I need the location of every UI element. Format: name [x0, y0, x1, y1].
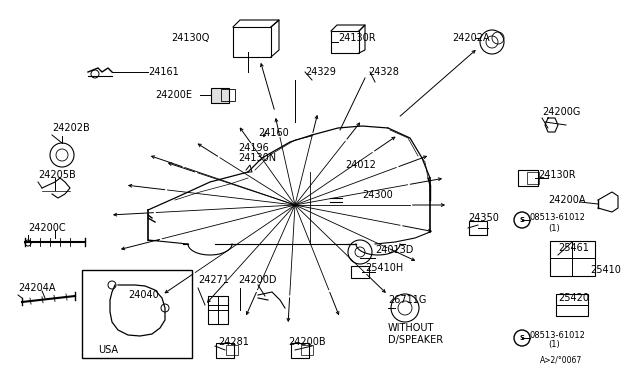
- Text: 24204A: 24204A: [18, 283, 56, 293]
- Text: 24160: 24160: [258, 128, 289, 138]
- Text: 24200D: 24200D: [238, 275, 276, 285]
- Bar: [291, 343, 309, 357]
- Text: 25461: 25461: [558, 243, 589, 253]
- Text: 24196: 24196: [238, 143, 269, 153]
- Text: 24202B: 24202B: [52, 123, 90, 133]
- Bar: [351, 266, 369, 278]
- Text: 24350: 24350: [468, 213, 499, 223]
- Text: 24012: 24012: [345, 160, 376, 170]
- Text: 24130N: 24130N: [238, 153, 276, 163]
- Text: 24202A: 24202A: [452, 33, 490, 43]
- Circle shape: [514, 330, 530, 346]
- Text: S: S: [520, 217, 525, 223]
- Bar: [301, 345, 313, 355]
- Circle shape: [514, 212, 530, 228]
- Text: 24161: 24161: [148, 67, 179, 77]
- Text: S: S: [520, 335, 525, 341]
- Text: 24328: 24328: [368, 67, 399, 77]
- Bar: [331, 31, 359, 53]
- Bar: [527, 172, 539, 184]
- Text: USA: USA: [98, 345, 118, 355]
- Text: A>2/°0067: A>2/°0067: [540, 356, 582, 365]
- Text: 24329: 24329: [305, 67, 336, 77]
- Text: 24040: 24040: [128, 290, 159, 300]
- Text: 24200C: 24200C: [28, 223, 66, 233]
- Bar: [469, 221, 487, 235]
- Text: 24130Q: 24130Q: [172, 33, 210, 43]
- Text: 24281: 24281: [218, 337, 249, 347]
- Text: 08513-61012: 08513-61012: [530, 214, 586, 222]
- Bar: [221, 89, 235, 101]
- Bar: [233, 27, 271, 57]
- Text: 24013D: 24013D: [375, 245, 413, 255]
- Text: 08513-61012: 08513-61012: [530, 330, 586, 340]
- Bar: [226, 345, 238, 355]
- Text: 24130R: 24130R: [538, 170, 575, 180]
- Bar: [550, 241, 595, 276]
- Text: 24271: 24271: [198, 275, 229, 285]
- Text: 26711G: 26711G: [388, 295, 426, 305]
- Text: (1): (1): [548, 224, 560, 232]
- Text: 24300: 24300: [362, 190, 393, 200]
- Text: WITHOUT: WITHOUT: [388, 323, 435, 333]
- Text: 25410H: 25410H: [365, 263, 403, 273]
- Text: 25420: 25420: [558, 293, 589, 303]
- Text: 24205B: 24205B: [38, 170, 76, 180]
- Bar: [208, 296, 228, 324]
- Text: 24200G: 24200G: [542, 107, 580, 117]
- Bar: [216, 343, 234, 357]
- Text: 24200A: 24200A: [548, 195, 586, 205]
- Bar: [518, 170, 538, 186]
- Text: (1): (1): [548, 340, 560, 350]
- Bar: [211, 87, 229, 103]
- Text: 24200B: 24200B: [288, 337, 326, 347]
- Text: D/SPEAKER: D/SPEAKER: [388, 335, 443, 345]
- Bar: [82, 270, 192, 358]
- Text: 25410: 25410: [590, 265, 621, 275]
- Text: 24130R: 24130R: [338, 33, 376, 43]
- Bar: [556, 294, 588, 316]
- Text: 24200E: 24200E: [155, 90, 192, 100]
